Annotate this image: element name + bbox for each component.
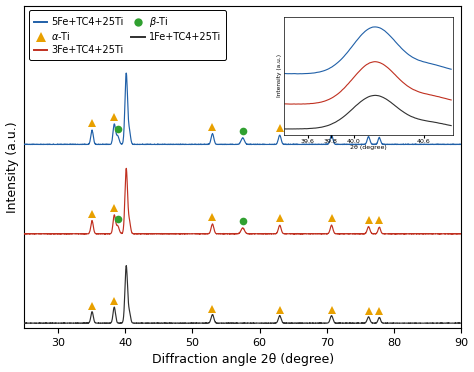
Legend: 5Fe+TC4+25Ti, $\alpha$-Ti, 3Fe+TC4+25Ti, $\beta$-Ti, 1Fe+TC4+25Ti, : 5Fe+TC4+25Ti, $\alpha$-Ti, 3Fe+TC4+25Ti,…: [29, 10, 226, 60]
X-axis label: Diffraction angle 2θ (degree): Diffraction angle 2θ (degree): [152, 353, 334, 366]
Y-axis label: Intensity (a.u.): Intensity (a.u.): [6, 121, 18, 213]
